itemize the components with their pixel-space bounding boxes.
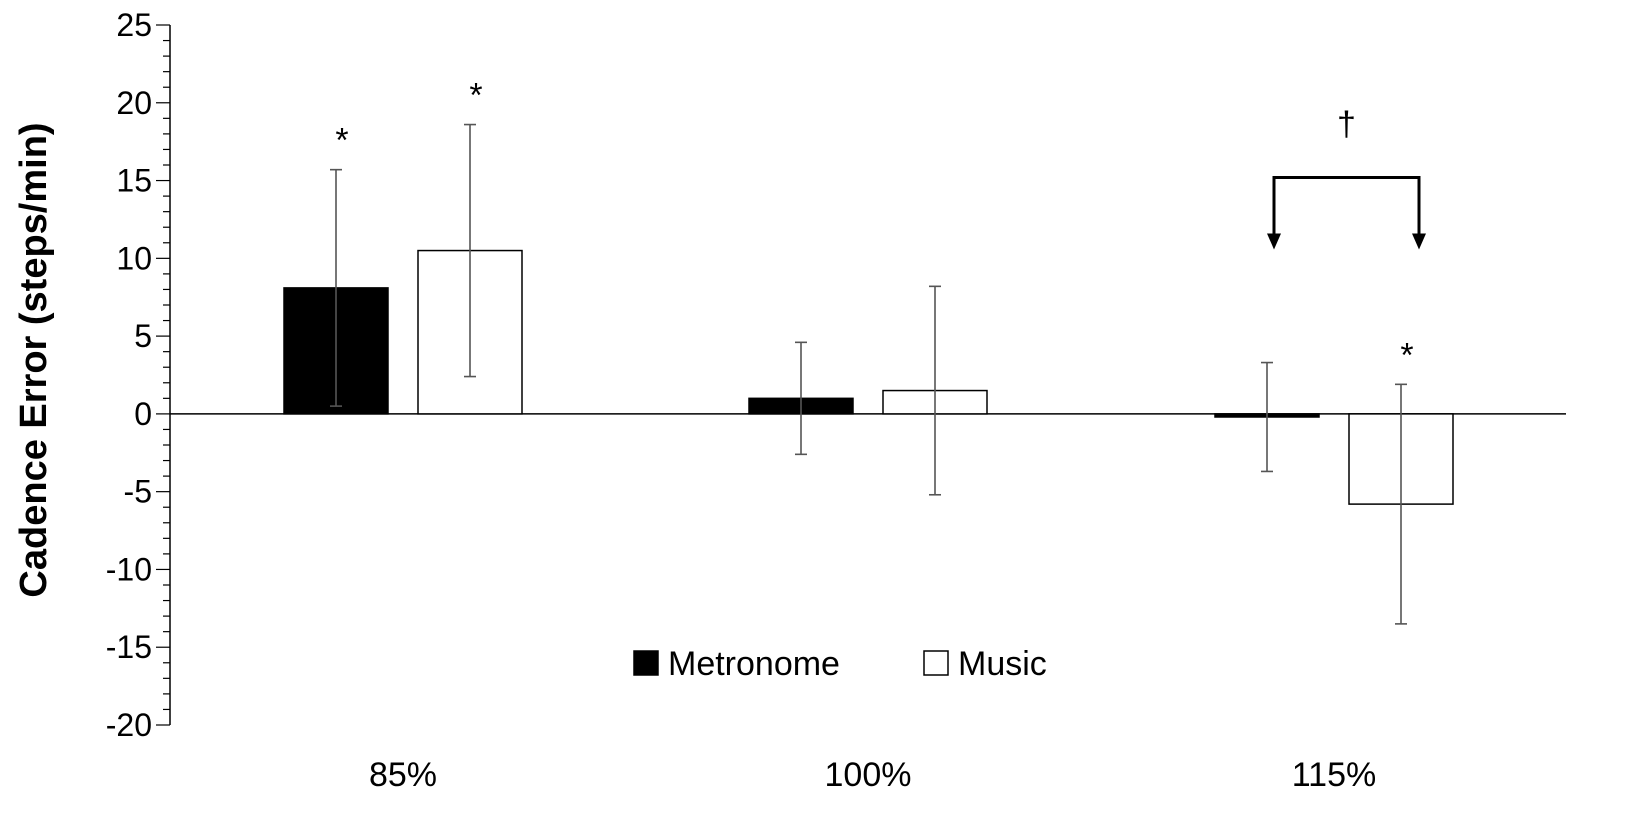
y-tick-label: 20: [116, 85, 152, 121]
annotations: * * * †: [335, 77, 1426, 374]
x-category-label: 85%: [369, 756, 437, 794]
legend-label: Metronome: [668, 645, 840, 683]
y-tick-label: -5: [124, 474, 152, 510]
y-tick-label: 15: [116, 163, 152, 199]
legend-swatch: [633, 650, 659, 676]
significance-asterisk: *: [335, 122, 348, 160]
x-category-label: 115%: [1292, 756, 1376, 794]
bracket-line: [1272, 175, 1421, 234]
y-axis-label: Cadence Error (steps/min): [13, 122, 55, 597]
legend: Metronome Music: [633, 645, 1047, 683]
y-tick-label: 0: [134, 396, 152, 432]
legend-label: Music: [958, 645, 1047, 683]
bars: [283, 249, 1454, 505]
legend-swatch: [923, 650, 949, 676]
legend-item-music: Music: [923, 645, 1047, 683]
y-tick-label: 25: [116, 7, 152, 43]
significance-asterisk: *: [469, 77, 482, 115]
significance-asterisk: *: [1400, 336, 1413, 374]
y-tick-label: -20: [106, 707, 152, 743]
arrow-head: [1267, 233, 1281, 250]
y-tick-label: -15: [106, 629, 152, 665]
axes: 25 20 15 10 5 0 -5 -10 -15 -20 85% 100% 115%: [106, 7, 1566, 794]
error-bars: [330, 123, 1407, 625]
x-category-label: 100%: [825, 756, 912, 794]
legend-item-metronome: Metronome: [633, 645, 840, 683]
arrow-head: [1412, 233, 1426, 250]
significance-dagger: †: [1337, 105, 1356, 143]
y-tick-label: 10: [116, 240, 152, 276]
significance-bracket: †: [1267, 105, 1426, 250]
y-tick-label: -10: [106, 551, 152, 587]
y-tick-label: 5: [134, 318, 152, 354]
